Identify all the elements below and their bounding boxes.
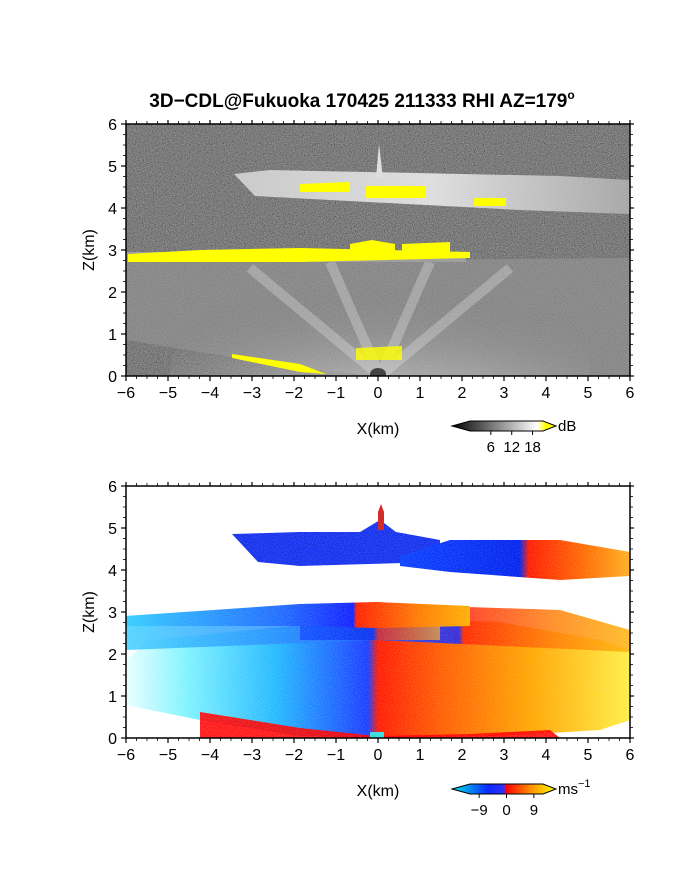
top-plot-area — [126, 124, 630, 376]
top-colorbar-bar — [450, 420, 558, 432]
colorbar-tick-label: 6 — [487, 439, 495, 456]
x-tick-label: −3 — [243, 385, 261, 402]
y-tick-label: 4 — [108, 563, 117, 580]
x-tick-label: −1 — [327, 747, 345, 764]
bottom-colorbar-unit: ms−1 — [558, 778, 591, 798]
x-tick-label: 1 — [416, 385, 425, 402]
x-tick-label: 2 — [458, 747, 467, 764]
y-tick-label: 3 — [108, 605, 117, 622]
y-tick-label: 1 — [108, 689, 117, 706]
x-tick-label: −6 — [117, 747, 135, 764]
x-tick-label: 2 — [458, 385, 467, 402]
x-tick-label: 0 — [374, 385, 383, 402]
y-tick-label: 1 — [108, 327, 117, 344]
bottom-plot-area — [126, 486, 630, 738]
x-tick-label: 4 — [542, 747, 551, 764]
colorbar-tick-label: −9 — [471, 802, 488, 819]
x-tick-label: −5 — [159, 747, 177, 764]
bottom-colorbar-bar — [450, 783, 558, 795]
x-tick-label: −2 — [285, 747, 303, 764]
colorbar-tick-label: 0 — [502, 802, 510, 819]
y-tick-label: 0 — [108, 369, 117, 386]
x-tick-label: −1 — [327, 385, 345, 402]
bottom-colorbar: ms−1 −9 0 9 — [450, 778, 591, 819]
top-colorbar-ticks: 6 12 18 — [487, 431, 541, 456]
y-tick-label: 5 — [108, 521, 117, 538]
colorbar-tick-label: 12 — [503, 439, 520, 456]
bottom-axes: −6 −5 −4 −3 −2 −1 0 1 2 3 4 5 6 0 1 2 3 4 5 6 — [108, 479, 634, 764]
bottom-xlabel: X(km) — [357, 783, 400, 800]
x-tick-label: −6 — [117, 385, 135, 402]
top-xlabel: X(km) — [357, 421, 400, 438]
x-tick-label: 3 — [500, 747, 509, 764]
bottom-ylabel: Z(km) — [81, 591, 98, 633]
top-ylabel: Z(km) — [81, 229, 98, 271]
y-tick-label: 2 — [108, 647, 117, 664]
top-colorbar: dB 6 12 18 — [450, 418, 576, 456]
y-tick-label: 5 — [108, 159, 117, 176]
x-tick-label: 0 — [374, 747, 383, 764]
chart-title: 3D−CDL@Fukuoka 170425 211333 RHI AZ=179o — [149, 88, 574, 112]
y-tick-label: 4 — [108, 201, 117, 218]
x-tick-label: 5 — [584, 385, 593, 402]
x-tick-label: −4 — [201, 747, 219, 764]
x-tick-label: −5 — [159, 385, 177, 402]
x-tick-label: −2 — [285, 385, 303, 402]
colorbar-tick-label: 9 — [530, 802, 538, 819]
high-db-patches — [128, 182, 506, 374]
y-tick-label: 6 — [108, 117, 117, 134]
y-tick-label: 0 — [108, 731, 117, 748]
x-tick-label: 5 — [584, 747, 593, 764]
x-tick-label: 1 — [416, 747, 425, 764]
y-tick-label: 6 — [108, 479, 117, 496]
top-axes: −6 −5 −4 −3 −2 −1 0 1 2 3 4 5 6 0 1 2 3 4 5 6 — [108, 117, 634, 402]
colorbar-tick-label: 18 — [524, 439, 541, 456]
y-tick-label: 2 — [108, 285, 117, 302]
bottom-colorbar-ticks: −9 0 9 — [471, 794, 538, 819]
bottom-panel: −6 −5 −4 −3 −2 −1 0 1 2 3 4 5 6 0 1 2 3 4 5 6 X(km) Z(km) m… — [81, 479, 635, 819]
x-tick-label: 3 — [500, 385, 509, 402]
x-tick-label: −4 — [201, 385, 219, 402]
x-tick-label: −3 — [243, 747, 261, 764]
x-tick-label: 6 — [626, 747, 635, 764]
top-colorbar-unit: dB — [558, 418, 576, 435]
x-tick-label: 6 — [626, 385, 635, 402]
x-tick-label: 4 — [542, 385, 551, 402]
y-tick-label: 3 — [108, 243, 117, 260]
